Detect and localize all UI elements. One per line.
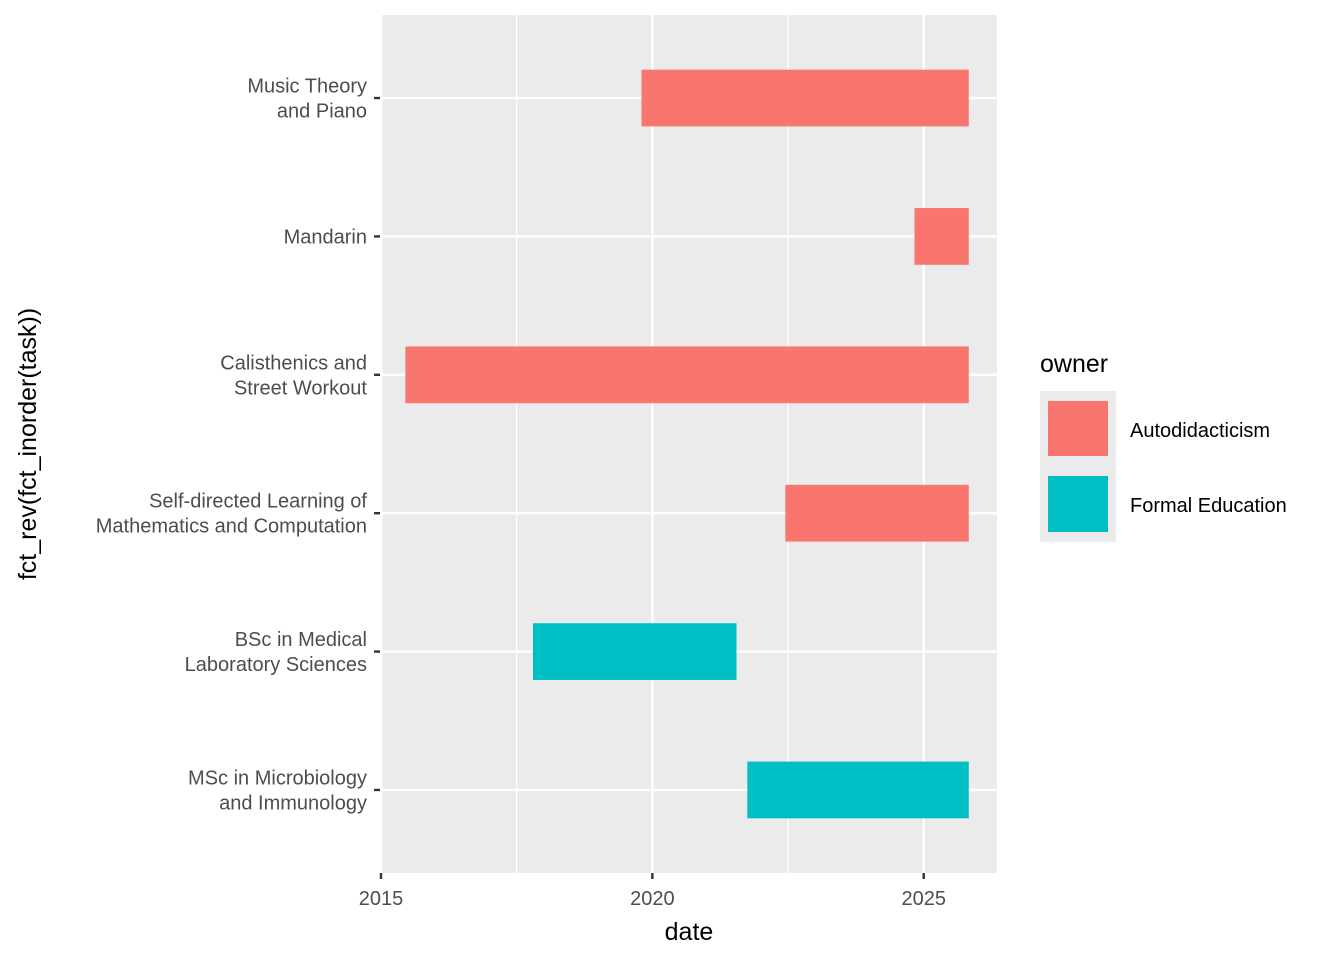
legend-label-formal-education: Formal Education — [1130, 495, 1287, 517]
task-bar — [785, 484, 969, 542]
legend: owner Autodidacticism Formal Education — [1040, 350, 1287, 542]
y-tick-label: BSc in Medical — [235, 629, 367, 651]
x-tick-label: 2015 — [359, 888, 404, 910]
task-bar — [405, 346, 969, 404]
task-bar — [914, 208, 969, 265]
y-tick-label: Laboratory Sciences — [185, 654, 367, 676]
legend-label-autodidacticism: Autodidacticism — [1130, 420, 1270, 442]
y-tick-label: and Piano — [277, 101, 367, 123]
x-axis-title: date — [665, 918, 714, 946]
y-tick-label: and Immunology — [219, 792, 367, 814]
y-tick-label: Self-directed Learning of — [149, 491, 367, 513]
x-axis: 2015 2020 2025 — [359, 873, 946, 910]
x-tick-label: 2025 — [901, 888, 946, 910]
legend-title: owner — [1040, 350, 1108, 378]
y-tick-label: MSc in Microbiology — [188, 767, 367, 789]
x-tick-label: 2020 — [630, 888, 675, 910]
y-tick-label: Mathematics and Computation — [96, 516, 367, 538]
y-tick-label: Street Workout — [234, 377, 367, 399]
panel-background — [381, 15, 997, 873]
y-tick-label: Music Theory — [247, 76, 367, 98]
legend-swatch-formal-education — [1048, 476, 1108, 532]
y-axis-title: fct_rev(fct_inorder(task)) — [14, 308, 42, 580]
task-bar — [532, 623, 737, 680]
legend-swatch-autodidacticism — [1048, 401, 1108, 456]
task-bars — [405, 69, 969, 819]
y-tick-label: Mandarin — [284, 226, 367, 248]
y-tick-label: Calisthenics and — [220, 352, 367, 374]
task-bar — [747, 761, 969, 819]
minor-gridlines — [516, 15, 789, 873]
task-bar — [641, 69, 969, 127]
y-axis: Music Theory and Piano Mandarin Calisthenic… — [96, 76, 380, 814]
